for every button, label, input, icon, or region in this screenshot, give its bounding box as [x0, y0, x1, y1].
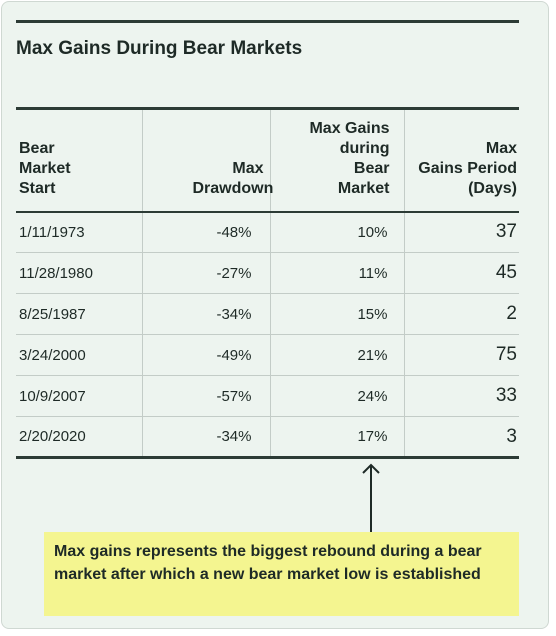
gain-days-cell: 3: [404, 416, 519, 458]
column-header-0: Bear Market Start: [16, 108, 143, 212]
column-header-1: Max Drawdown: [142, 108, 273, 212]
max-gain-cell: 15%: [270, 293, 405, 335]
gain-days-cell: 45: [404, 252, 519, 294]
drawdown-cell: -49%: [142, 334, 271, 376]
column-header-line: Bear: [353, 159, 390, 177]
start-date-cell: 10/9/2007: [16, 375, 143, 417]
table-row: 10/9/2007 -57% 24% 33: [16, 375, 519, 417]
column-header-line: Start: [19, 179, 56, 197]
table-row: 3/24/2000 -49% 21% 75: [16, 334, 519, 376]
header-row: Bear Market Start Max Drawdown Max Gains durin…: [16, 108, 519, 212]
bear-market-table: Bear Market Start Max Drawdown Max Gains durin…: [16, 107, 519, 459]
max-gain-cell: 11%: [270, 252, 405, 294]
table-body: 1/11/1973 -48% 10% 37 11/28/1980 -27% 11% 45 8/2…: [16, 211, 519, 458]
drawdown-cell: -27%: [142, 252, 271, 294]
annotation-note: Max gains represents the biggest rebound…: [44, 532, 519, 616]
table-row: 11/28/1980 -27% 11% 45: [16, 252, 519, 294]
table-row: 2/20/2020 -34% 17% 3: [16, 416, 519, 458]
column-header-2: Max Gains during Bear Market: [270, 108, 405, 212]
max-gain-cell: 17%: [270, 416, 405, 458]
column-header-line: (Days): [468, 179, 517, 197]
gain-days-cell: 37: [495, 221, 517, 243]
start-date-cell: 8/25/1987: [16, 293, 143, 335]
gain-days-cell: 2: [404, 293, 519, 335]
column-header-line: Drawdown: [192, 179, 274, 197]
up-arrow-icon: [362, 463, 380, 532]
column-header-line: during: [339, 139, 390, 157]
max-gain-cell: 24%: [270, 375, 405, 417]
drawdown-cell: -34%: [142, 416, 271, 458]
data-table-wrapper: Bear Market Start Max Drawdown Max Gains durin…: [16, 107, 519, 459]
gain-days-cell: 33: [404, 375, 519, 417]
column-header-line: Gains Period: [418, 159, 517, 177]
start-date-cell: 2/20/2020: [16, 416, 143, 458]
drawdown-cell: -48%: [142, 211, 271, 253]
start-date-cell: 3/24/2000: [16, 334, 143, 376]
column-header-line: Max: [485, 139, 517, 157]
drawdown-cell: -57%: [142, 375, 271, 417]
table-header: Bear Market Start Max Drawdown Max Gains durin…: [16, 108, 519, 212]
max-gain-cell: 21%: [270, 334, 405, 376]
column-header-line: Market: [337, 179, 390, 197]
start-date-cell: 11/28/1980: [16, 252, 143, 294]
column-header-line: Bear: [19, 139, 55, 157]
column-header-3: Max Gains Period (Days): [404, 109, 519, 212]
chart-title: Max Gains During Bear Markets: [16, 38, 303, 59]
column-header-line: Max: [232, 159, 264, 177]
gain-days-cell: 75: [404, 334, 519, 376]
column-header-line: Max Gains: [309, 119, 390, 137]
column-header-line: Market: [19, 159, 71, 177]
table-row: 8/25/1987 -34% 15% 2: [16, 293, 519, 335]
drawdown-cell: -34%: [142, 293, 271, 335]
top-rule: [16, 20, 519, 23]
chart-card: Max Gains During Bear Markets Bear Market…: [1, 1, 549, 629]
max-gain-cell: 10%: [270, 211, 405, 253]
start-date-cell: 1/11/1973: [16, 211, 143, 253]
table-row: 1/11/1973 -48% 10% 37: [16, 211, 519, 253]
